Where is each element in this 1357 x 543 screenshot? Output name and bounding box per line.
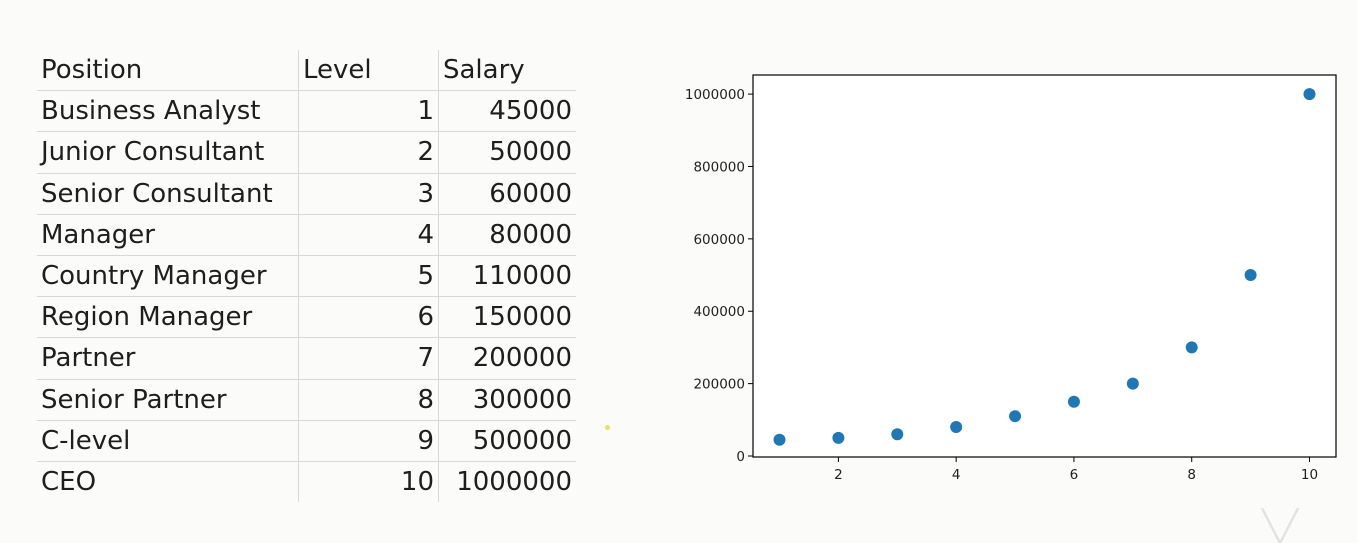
scatter-point <box>1303 88 1316 101</box>
position-cell: Region Manager <box>37 296 299 339</box>
level-cell: 5 <box>298 255 439 298</box>
table-row: Manager 4 80000 <box>37 214 576 256</box>
table-row: C-level 9 500000 <box>37 420 576 462</box>
table-row: CEO 10 1000000 <box>37 461 576 503</box>
scatter-point <box>1009 410 1022 423</box>
y-tick-label: 0 <box>736 449 745 465</box>
position-cell: Partner <box>37 337 299 380</box>
salary-table: Position Level Salary Business Analyst 1 4500… <box>37 50 576 503</box>
x-tick-label: 2 <box>834 467 843 483</box>
x-axis: 2 4 6 8 10 <box>834 457 1318 483</box>
level-cell: 4 <box>298 214 439 256</box>
y-tick-label: 600000 <box>693 232 745 248</box>
salary-cell: 300000 <box>438 379 576 421</box>
position-cell: Business Analyst <box>37 90 299 133</box>
salary-cell: 80000 <box>438 214 576 256</box>
table-body: Position Level Salary Business Analyst 1 4500… <box>37 50 576 503</box>
salary-scatter-chart: 2 4 6 8 10 0 200000 400000 600000 800000 1000000 <box>685 74 1337 483</box>
position-cell: C-level <box>37 420 299 462</box>
y-tick-label: 1000000 <box>685 87 745 103</box>
y-tick-label: 200000 <box>693 377 745 393</box>
table-row: Partner 7 200000 <box>37 337 576 380</box>
table-row: Business Analyst 1 45000 <box>37 90 576 133</box>
scatter-point <box>1244 269 1257 282</box>
column-header: Salary <box>438 50 576 92</box>
y-tick-label: 400000 <box>693 304 745 320</box>
table-header-row: Position Level Salary <box>37 50 576 92</box>
salary-cell: 50000 <box>438 131 576 174</box>
table-row: Junior Consultant 2 50000 <box>37 131 576 174</box>
y-axis: 0 200000 400000 600000 800000 1000000 <box>685 87 753 465</box>
table-row: Country Manager 5 110000 <box>37 255 576 298</box>
position-cell: Manager <box>37 214 299 256</box>
salary-cell: 500000 <box>438 420 576 462</box>
position-cell: Senior Consultant <box>37 173 299 215</box>
x-tick-label: 8 <box>1187 467 1196 483</box>
x-tick-label: 10 <box>1301 467 1318 483</box>
level-cell: 1 <box>298 90 439 133</box>
y-tick-label: 800000 <box>693 159 745 175</box>
level-cell: 8 <box>298 379 439 421</box>
table-row: Region Manager 6 150000 <box>37 296 576 339</box>
scatter-point <box>891 428 904 441</box>
position-cell: CEO <box>37 461 299 503</box>
salary-cell: 1000000 <box>456 466 572 497</box>
salary-cell: 45000 <box>438 90 576 133</box>
level-cell: 10 <box>298 461 439 503</box>
level-cell: 7 <box>298 337 439 380</box>
scatter-point <box>950 421 963 434</box>
column-header: Level <box>298 50 439 92</box>
salary-cell: 200000 <box>438 337 576 380</box>
level-cell: 3 <box>298 173 439 215</box>
level-cell: 9 <box>298 420 439 462</box>
mouse-cursor-indicator <box>605 425 610 430</box>
scatter-point <box>1185 341 1198 354</box>
scatter-point <box>1067 395 1080 408</box>
table-row: Senior Consultant 3 60000 <box>37 173 576 215</box>
scatter-point <box>832 431 845 444</box>
table-row: Senior Partner 8 300000 <box>37 379 576 421</box>
watermark-logo: ╲╱ <box>1262 510 1299 543</box>
salary-cell: 110000 <box>438 255 576 298</box>
salary-cell: 150000 <box>438 296 576 339</box>
position-cell: Junior Consultant <box>37 131 299 174</box>
position-cell: Senior Partner <box>37 379 299 421</box>
scatter-point <box>1126 377 1139 390</box>
data-points <box>773 88 1316 446</box>
scatter-point <box>773 433 786 446</box>
column-header: Position <box>37 50 299 92</box>
salary-cell: 60000 <box>438 173 576 215</box>
x-tick-label: 4 <box>952 467 961 483</box>
level-cell: 2 <box>298 131 439 174</box>
level-cell: 6 <box>298 296 439 339</box>
plot-area <box>752 74 1337 458</box>
x-tick-label: 6 <box>1070 467 1079 483</box>
position-cell: Country Manager <box>37 255 299 298</box>
